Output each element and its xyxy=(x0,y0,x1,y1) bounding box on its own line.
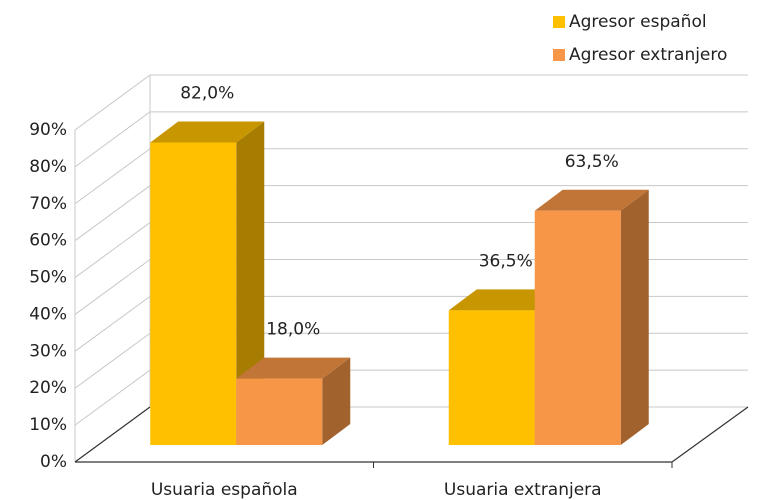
data-label: 63,5% xyxy=(565,152,619,172)
legend-swatch xyxy=(553,16,565,28)
bar xyxy=(448,310,535,445)
bar-top xyxy=(236,357,351,379)
grid-line xyxy=(74,111,748,168)
y-tick-label: 40% xyxy=(29,304,67,324)
bar-top xyxy=(448,289,563,311)
y-tick-label: 50% xyxy=(29,268,67,288)
x-tick-label: Usuaria extranjera xyxy=(444,480,602,500)
y-tick-label: 30% xyxy=(29,341,67,361)
y-tick-label: 0% xyxy=(40,452,67,472)
x-axis-left xyxy=(74,406,151,463)
data-label: 36,5% xyxy=(479,251,533,271)
grid-line xyxy=(74,74,748,131)
y-tick-label: 20% xyxy=(29,378,67,398)
y-tick-label: 10% xyxy=(29,415,67,435)
data-label: 18,0% xyxy=(266,320,320,340)
bar xyxy=(236,378,323,445)
legend-swatch xyxy=(553,49,565,61)
legend-label: Agresor extranjero xyxy=(569,45,727,65)
y-tick-label: 70% xyxy=(29,194,67,214)
grid-line xyxy=(74,148,748,205)
bar xyxy=(534,210,621,445)
y-tick-label: 60% xyxy=(29,231,67,251)
bar-top xyxy=(150,121,265,143)
data-label: 82,0% xyxy=(180,84,234,104)
y-tick-label: 80% xyxy=(29,157,67,177)
x-tick-label: Usuaria española xyxy=(151,480,298,500)
bar-top xyxy=(534,189,649,211)
bar xyxy=(150,142,237,445)
back-wall xyxy=(74,75,151,462)
y-tick-label: 90% xyxy=(29,120,67,140)
bar-side xyxy=(322,357,351,445)
bar-side xyxy=(620,189,649,445)
grid-line xyxy=(74,185,748,242)
legend-label: Agresor español xyxy=(569,12,707,32)
